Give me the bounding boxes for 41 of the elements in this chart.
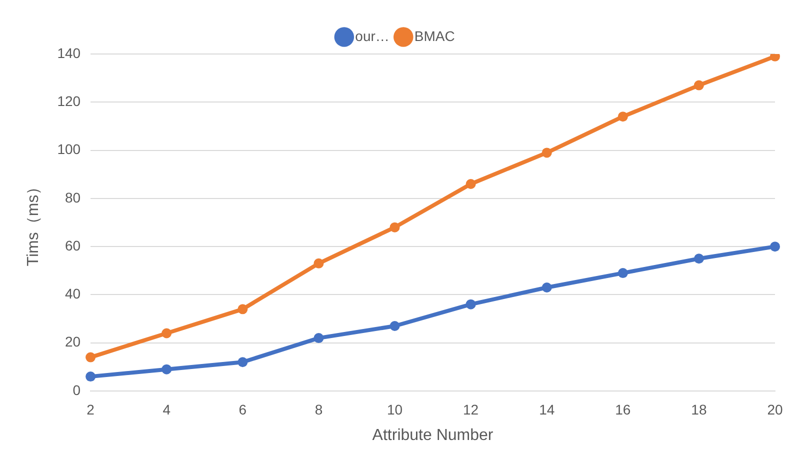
- point: [86, 372, 96, 382]
- y-tick-label: 120: [57, 93, 81, 109]
- x-tick-label: 14: [539, 401, 555, 418]
- x-tick-label: 4: [162, 401, 171, 418]
- point: [466, 299, 476, 310]
- point: [86, 352, 96, 362]
- point: [314, 333, 324, 344]
- point: [770, 242, 780, 252]
- legend-label: our…: [355, 28, 390, 44]
- point: [466, 178, 476, 189]
- y-tick-label: 60: [64, 237, 81, 254]
- y-tick-label: 0: [72, 382, 81, 398]
- legend-label: BMAC: [414, 28, 455, 44]
- point: [238, 357, 248, 368]
- point: [694, 254, 704, 264]
- y-tick-label: 140: [57, 44, 81, 61]
- point: [314, 258, 324, 268]
- x-tick-label: 20: [767, 401, 783, 418]
- y-tick-label: 100: [57, 141, 81, 158]
- point: [542, 148, 552, 158]
- x-tick-label: 10: [386, 401, 403, 418]
- x-tick-label: 16: [615, 401, 631, 418]
- x-tick-label: 18: [691, 401, 707, 418]
- point: [390, 222, 400, 232]
- y-tick-label: 80: [64, 189, 81, 206]
- y-axis-title: Tims（ms）: [25, 178, 42, 266]
- point: [238, 304, 248, 314]
- x-axis-title: Attribute Number: [372, 426, 494, 444]
- point: [694, 80, 704, 90]
- y-tick-label: 20: [64, 334, 81, 350]
- x-tick-label: 6: [238, 401, 247, 418]
- point: [162, 328, 172, 338]
- y-tick-label: 40: [64, 286, 81, 302]
- point: [618, 268, 628, 278]
- point: [390, 321, 400, 332]
- x-tick-label: 2: [86, 401, 95, 418]
- point: [162, 364, 172, 374]
- x-tick-label: 12: [463, 401, 479, 418]
- x-tick-label: 8: [314, 401, 323, 418]
- point: [618, 112, 628, 122]
- point: [542, 282, 552, 292]
